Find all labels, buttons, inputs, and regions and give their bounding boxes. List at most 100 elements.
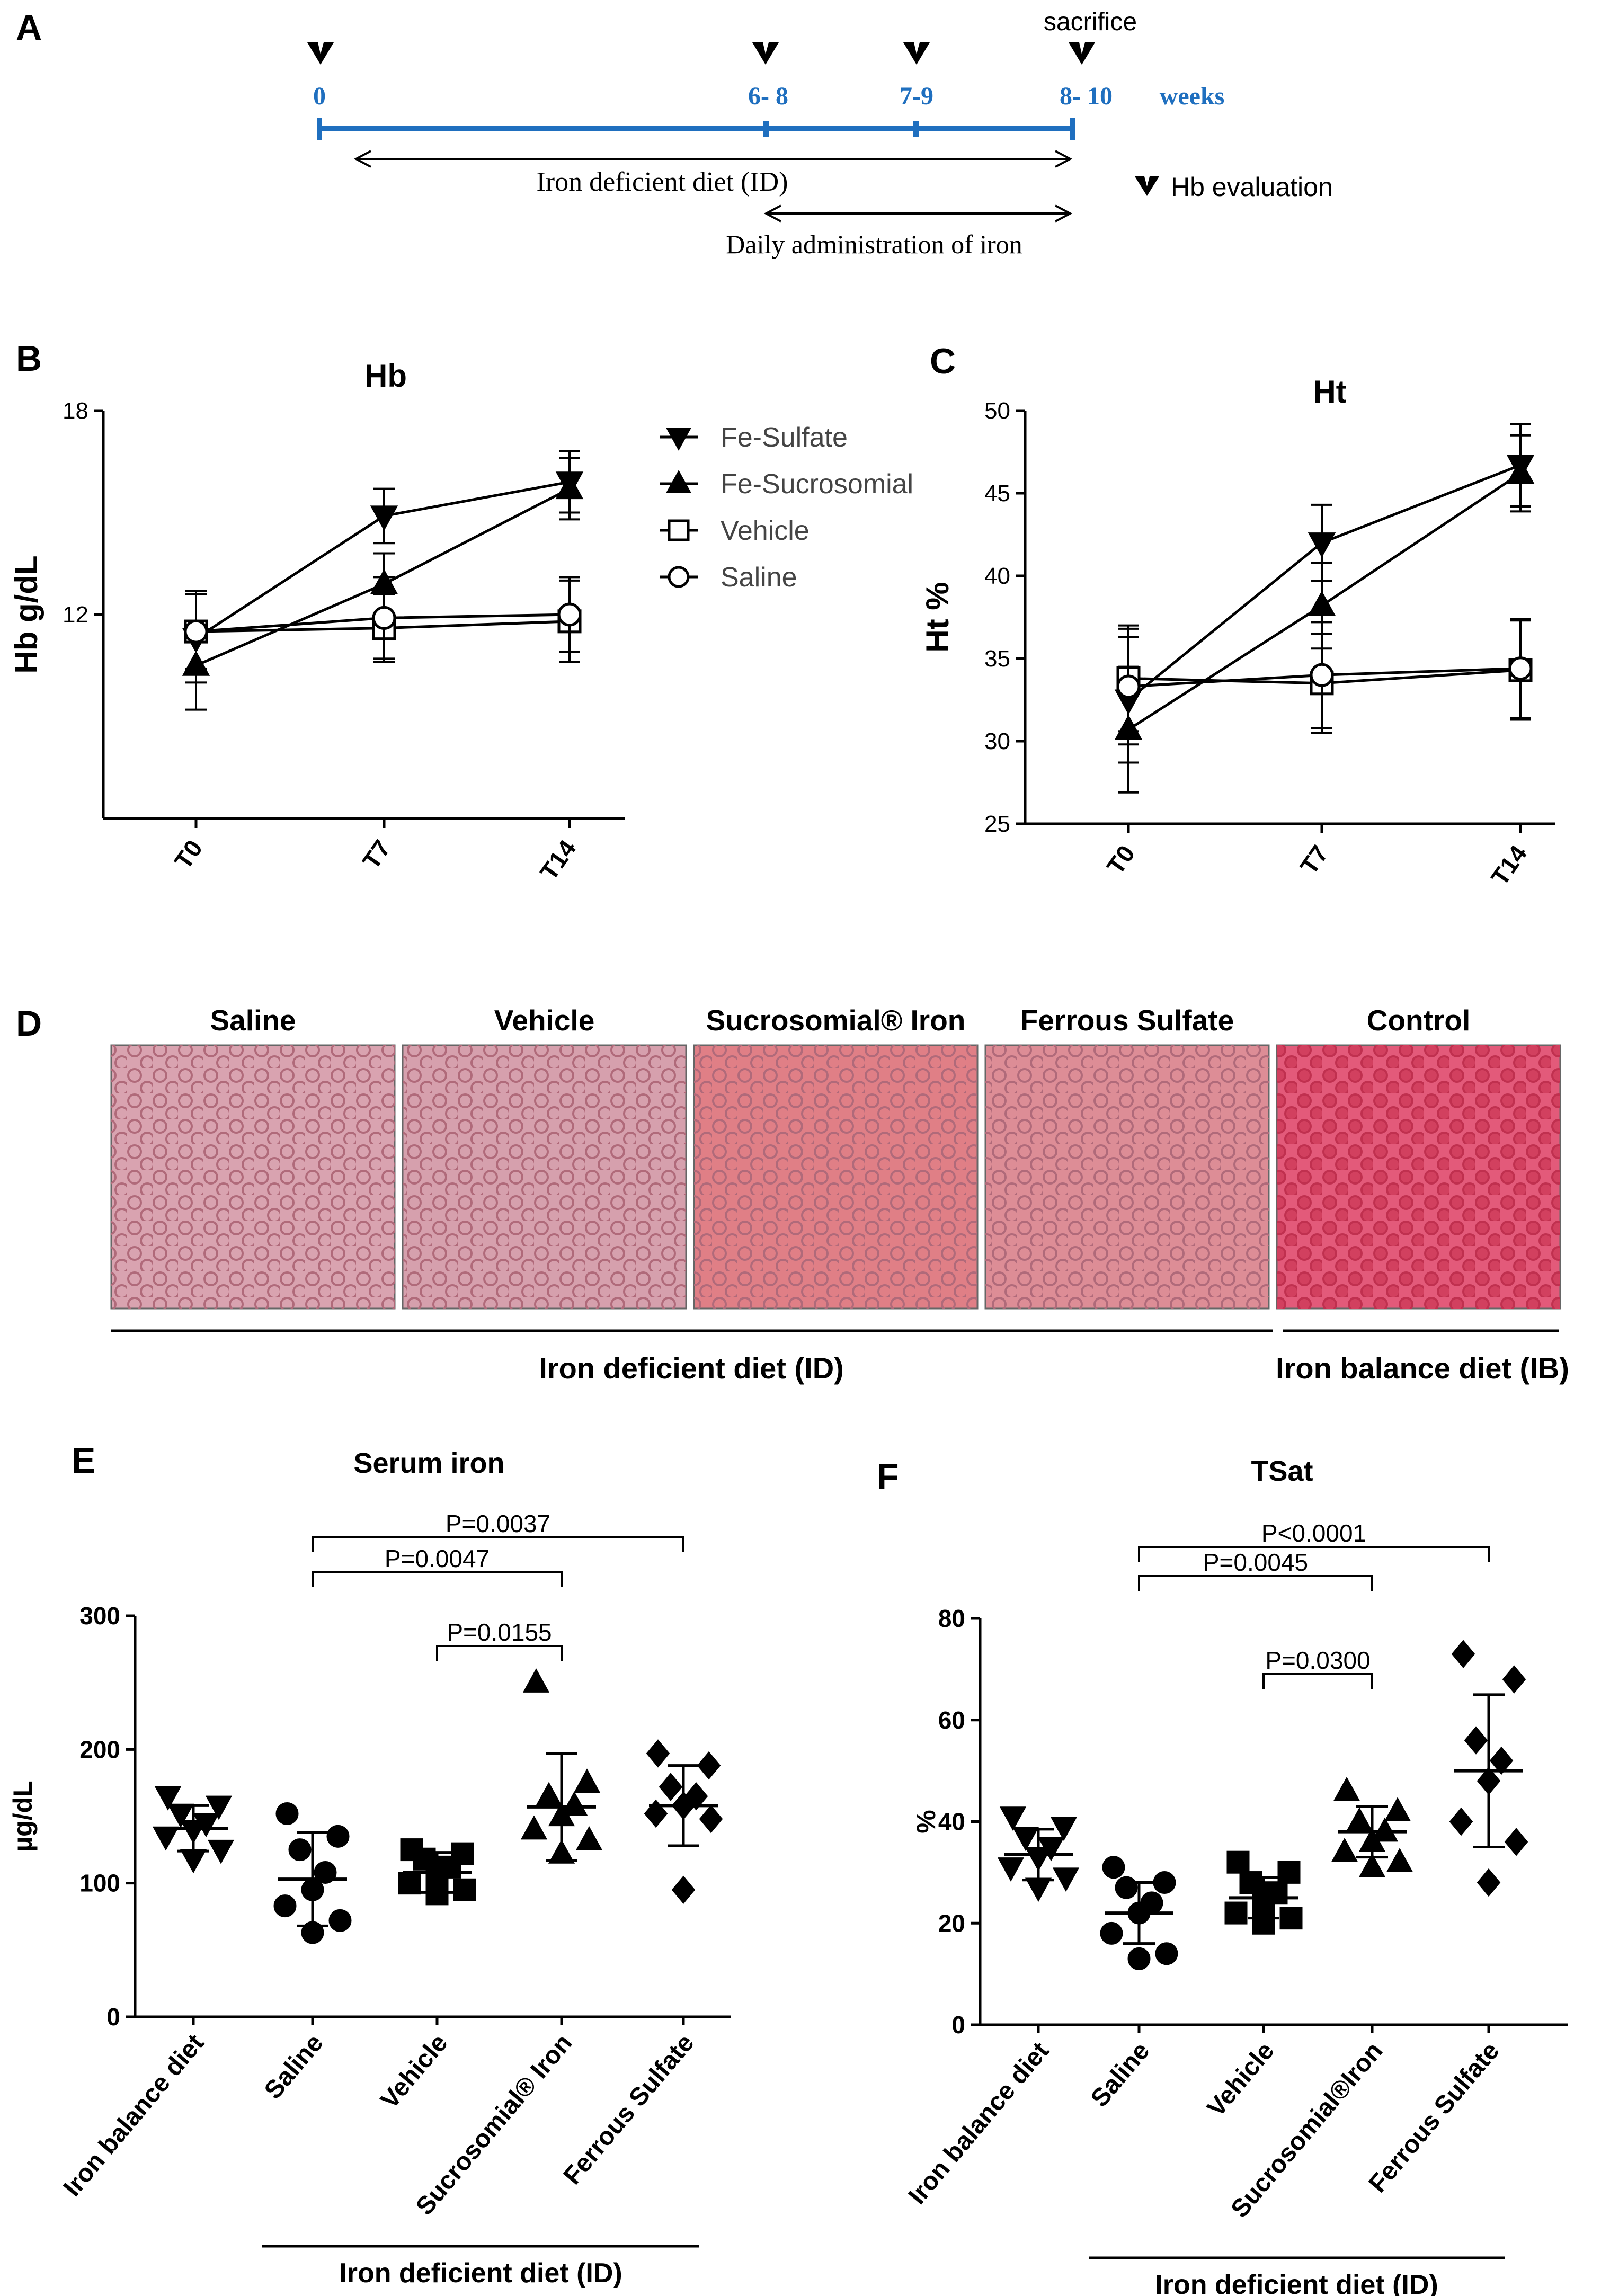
comparison-bracket bbox=[312, 1571, 563, 1587]
data-point bbox=[1451, 1640, 1475, 1668]
timeline-label-3: 8- 10 bbox=[1060, 82, 1113, 110]
data-point bbox=[1224, 1901, 1248, 1925]
y-tick-label: 100 bbox=[79, 1870, 120, 1897]
chart-title: Hb bbox=[364, 358, 407, 394]
micrograph-label: Saline bbox=[210, 1004, 296, 1037]
micrograph-cells-4 bbox=[985, 1045, 1269, 1309]
y-tick-label: 25 bbox=[984, 811, 1010, 837]
legend-marker bbox=[665, 470, 692, 493]
x-tick-label: T14 bbox=[535, 835, 581, 885]
y-tick-label: 0 bbox=[106, 2003, 120, 2031]
data-point bbox=[398, 1872, 421, 1895]
data-point bbox=[1346, 1807, 1373, 1832]
x-tick-label: Iron balance diet bbox=[903, 2037, 1055, 2210]
comparison-bracket bbox=[312, 1536, 684, 1552]
data-point bbox=[573, 1768, 601, 1793]
timeline-panel: sacrifice 0 6- 8 7-9 8- 10 weeks Iron de… bbox=[307, 8, 1333, 259]
y-tick-label: 12 bbox=[63, 602, 88, 628]
y-tick-label: 20 bbox=[938, 1909, 965, 1937]
data-point bbox=[1506, 458, 1535, 484]
data-point bbox=[1358, 1853, 1386, 1877]
x-tick-label: Saline bbox=[1086, 2037, 1155, 2112]
chart-title: TSat bbox=[1251, 1455, 1313, 1487]
legend-marker bbox=[665, 428, 692, 451]
x-tick-label: T0 bbox=[1101, 840, 1140, 879]
data-point bbox=[273, 1894, 297, 1918]
micrograph-cells-2 bbox=[403, 1045, 686, 1309]
admin-label: Daily administration of iron bbox=[726, 229, 1022, 259]
y-tick-label: 60 bbox=[938, 1706, 965, 1734]
legend-label: Saline bbox=[721, 562, 797, 593]
p-value-label: P=0.0047 bbox=[385, 1545, 490, 1572]
chart-title: Ht bbox=[1313, 374, 1346, 410]
data-point bbox=[275, 1802, 299, 1825]
hb-eval-arrow-icon-3 bbox=[1069, 42, 1095, 65]
data-point bbox=[1277, 1861, 1301, 1884]
data-point bbox=[1477, 1868, 1501, 1897]
id-group-label: Iron deficient diet (ID) bbox=[339, 2258, 622, 2289]
timeline-label-0: 0 bbox=[313, 82, 326, 110]
data-point bbox=[1127, 1947, 1151, 1970]
blood-smear-panel: Iron deficient diet (ID) Iron balance di… bbox=[110, 1004, 1569, 1385]
data-point bbox=[370, 505, 398, 531]
data-point bbox=[372, 606, 396, 630]
data-point bbox=[1012, 1827, 1039, 1852]
data-point bbox=[1449, 1807, 1473, 1836]
x-tick-label: T7 bbox=[357, 835, 396, 874]
comparison-bracket bbox=[1138, 1575, 1373, 1591]
data-point bbox=[671, 1875, 696, 1904]
legend-marker bbox=[668, 519, 690, 541]
data-point bbox=[659, 1773, 683, 1801]
hb-eval-arrow-icon-2 bbox=[903, 42, 930, 65]
p-value-label: P<0.0001 bbox=[1261, 1519, 1366, 1547]
x-tick-label: T14 bbox=[1486, 840, 1532, 891]
timeline-label-2: 7-9 bbox=[900, 82, 933, 110]
comparison-bracket bbox=[436, 1645, 563, 1661]
data-point bbox=[1115, 1876, 1138, 1899]
data-point bbox=[154, 1786, 182, 1811]
data-point bbox=[1308, 590, 1336, 616]
data-point bbox=[180, 1849, 207, 1874]
data-point bbox=[555, 474, 584, 500]
data-point bbox=[1155, 1942, 1178, 1965]
micrograph-label: Ferrous Sulfate bbox=[1020, 1004, 1234, 1037]
y-axis-label: % bbox=[911, 1810, 941, 1833]
data-point bbox=[328, 1909, 352, 1932]
data-point bbox=[1308, 532, 1336, 558]
micrograph-cells-1 bbox=[111, 1045, 395, 1309]
data-point bbox=[1489, 1746, 1514, 1775]
id-diet-span-arrow bbox=[353, 150, 1073, 168]
micrograph-label: Vehicle bbox=[494, 1004, 595, 1037]
x-tick-label: Iron balance diet bbox=[58, 2029, 210, 2202]
micrograph-cells-3 bbox=[694, 1045, 977, 1309]
data-point bbox=[207, 1839, 235, 1864]
id-diet-label: Iron deficient diet (ID) bbox=[536, 167, 788, 197]
data-point bbox=[561, 1791, 588, 1816]
data-point bbox=[535, 1782, 563, 1806]
panel-letter-a: A bbox=[16, 7, 42, 48]
y-tick-label: 45 bbox=[984, 480, 1010, 506]
data-point bbox=[997, 1857, 1025, 1882]
data-point bbox=[646, 1739, 670, 1768]
data-point bbox=[1504, 1828, 1528, 1856]
x-tick-label: Ferrous Sulfate bbox=[558, 2029, 700, 2190]
y-tick-label: 40 bbox=[938, 1808, 965, 1836]
panel-letter-d: D bbox=[16, 1003, 42, 1044]
timeline-label-1: 6- 8 bbox=[748, 82, 788, 110]
data-point bbox=[451, 1842, 474, 1865]
p-value-label: P=0.0045 bbox=[1203, 1549, 1308, 1576]
hb-line-chart: Hb Hb g/dL 18 12 T0 T7 T14 Fe-Sulfate Fe-Sucroso… bbox=[8, 358, 913, 885]
data-point bbox=[1226, 1850, 1250, 1874]
data-point bbox=[684, 1782, 708, 1811]
ib-diet-label-d: Iron balance diet (IB) bbox=[1276, 1351, 1569, 1385]
y-tick-label: 40 bbox=[984, 563, 1010, 589]
id-group-label: Iron deficient diet (ID) bbox=[1155, 2270, 1438, 2296]
x-tick-label: T0 bbox=[169, 835, 208, 874]
x-tick-label: Ferrous Sulfate bbox=[1364, 2037, 1505, 2198]
data-point bbox=[1116, 674, 1141, 699]
legend-marker bbox=[668, 566, 690, 588]
data-point bbox=[999, 1806, 1027, 1831]
data-point bbox=[1025, 1877, 1052, 1902]
